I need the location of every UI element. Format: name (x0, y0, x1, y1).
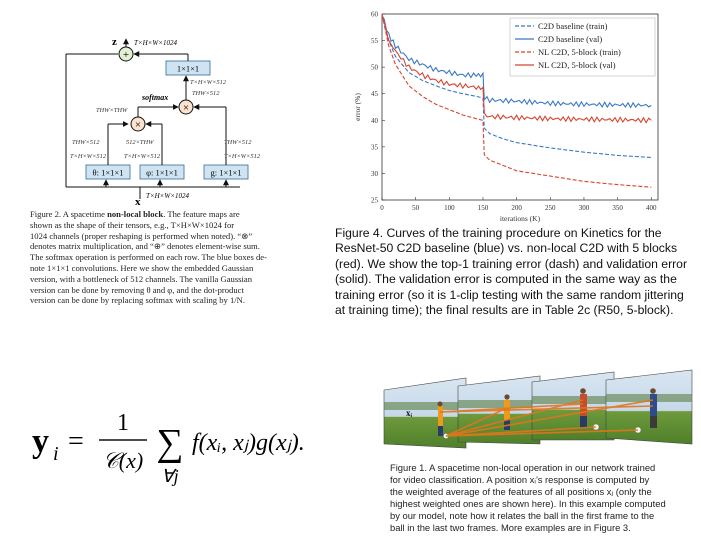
fig4-caption-line: Figure 4. Curves of the training procedu… (335, 226, 662, 240)
fig4-chart-panel: 0 50 100 150 200 250 300 350 400 25 30 35 40 45 50 55 60… (340, 6, 670, 224)
frame-xi-label: xᵢ (406, 408, 413, 418)
series-line (381, 15, 652, 109)
fig4-caption-line: ResNet-50 C2D baseline (blue) vs. non-lo… (335, 241, 678, 256)
fig1-caption-line: Figure 1. A spacetime non-local operatio… (390, 462, 656, 473)
legend-label: C2D baseline (val) (538, 34, 602, 44)
fig2-caption-line: version can be done by replacing softmax… (30, 295, 246, 306)
g-conv-label: g: 1×1×1 (210, 168, 241, 178)
fig2-panel: θ: 1×1×1 φ: 1×1×1 g: 1×1×1 × × 1×1×1 + z… (30, 34, 320, 208)
fig2-caption: Figure 2. A spacetime non-local block. T… (30, 209, 320, 306)
fig4-caption-line: (red). We show the top-1 training error … (335, 256, 688, 271)
video-frame-4 (605, 369, 693, 445)
nonlocal-block-diagram: θ: 1×1×1 φ: 1×1×1 g: 1×1×1 × × 1×1×1 + z… (65, 36, 261, 208)
x-tick-label: 300 (579, 204, 590, 212)
svg-text:×: × (183, 102, 189, 114)
bottom-shape-label: T×H×W×1024 (146, 192, 189, 200)
output-conv-label: 1×1×1 (177, 64, 199, 74)
svg-text:+: + (123, 49, 129, 61)
x-tick-label: 200 (511, 204, 522, 212)
attention-lines (439, 399, 654, 437)
x-tick-label: 0 (380, 204, 384, 212)
after-conv-shape-label: T×H×W×512 (190, 79, 227, 86)
x-tick-label: 250 (545, 204, 556, 212)
fig1-caption-line: highest weighted ones are shown here). I… (390, 498, 666, 509)
fig1-caption-line: ball in the last two frames. More exampl… (390, 522, 631, 533)
after-mul-shape-label: THW×512 (192, 90, 220, 97)
eq-frac-num: 1 (117, 410, 129, 436)
theta-conv-label: θ: 1×1×1 (93, 168, 124, 178)
series-line (381, 15, 652, 124)
y-tick-label: 60 (371, 11, 379, 19)
x-tick-label: 150 (478, 204, 489, 212)
series-line (381, 13, 652, 188)
plot-frame (381, 13, 659, 201)
top-shape-label: T×H×W×1024 (134, 39, 177, 47)
fig1-caption-line: the weighted average of the features of … (390, 486, 652, 497)
theta-shape-label: T×H×W×512 (70, 153, 107, 160)
video-frame-3 (531, 371, 615, 441)
theta-thw-shape-label: THW×512 (72, 139, 100, 146)
legend-label: NL C2D, 5-block (train) (538, 47, 621, 57)
g-thw-shape-label: THW×512 (224, 139, 252, 146)
phi-conv-label: φ: 1×1×1 (146, 168, 178, 178)
y-tick-label: 50 (371, 64, 379, 72)
fig1-caption-line: for video classification. A position xᵢ’… (390, 474, 650, 485)
fig2-caption-line: denotes matrix multiplication, and “⊕” d… (30, 241, 260, 252)
video-frame-1 (383, 377, 467, 449)
eq-lhs: y (32, 423, 49, 460)
x-tick-label: 350 (612, 204, 623, 212)
fig2-caption-line: note 1×1×1 convolutions. Here we show th… (30, 262, 254, 273)
eq-sum: ∑ (156, 422, 183, 464)
y-axis-label: error (%) (353, 93, 362, 121)
eq-frac-den: 𝒞(x) (103, 448, 143, 473)
fig4-caption-line: training error (so it is 1-clip testing … (335, 287, 684, 302)
fig1-frames: xᵢ (380, 360, 696, 460)
fig2-caption-line: shown as the shape of their tensors, e.g… (30, 219, 235, 230)
x-tick-label: 50 (412, 204, 420, 212)
legend-box (509, 17, 656, 77)
mid-shape-label: 512×THW (126, 139, 154, 146)
eq-lhs-sub: i (53, 443, 59, 465)
y-tick-label: 40 (371, 117, 379, 125)
legend-label: NL C2D, 5-block (val) (538, 60, 616, 70)
training-curves-chart: 0 50 100 150 200 250 300 350 400 25 30 35 40 45 50 55 60… (353, 11, 659, 223)
eq-body: f(xᵢ, xⱼ)g(xⱼ). (192, 430, 305, 456)
fig2-caption-line: 1024 channels (proper reshaping is perfo… (30, 230, 253, 241)
g-shape-label: T×H×W×512 (224, 153, 261, 160)
y-tick-label: 30 (371, 170, 379, 178)
nonlocal-equation: y i = 1 𝒞(x) ∑ ∀j f(xᵢ, xⱼ)g(xⱼ). (24, 400, 369, 490)
y-tick-label: 25 (371, 197, 379, 205)
x-tick-label: 100 (444, 204, 455, 212)
x-axis-label: iterations (K) (500, 214, 541, 223)
fig2-caption-line: The softmax operation is performed on ea… (30, 252, 267, 263)
thw-thw-shape-label: THW×THW (96, 107, 128, 114)
fig1-caption-line: by our model, note how it relates the ba… (390, 510, 655, 521)
series-line (381, 13, 652, 159)
y-tick-label: 35 (371, 143, 379, 151)
fig1-caption: Figure 1. A spacetime non-local operatio… (390, 462, 698, 534)
softmax-label: softmax (141, 93, 168, 102)
fig2-caption-line: version can be done by removing θ and φ,… (30, 284, 244, 295)
svg-text:×: × (135, 119, 141, 131)
x-tick-label: 400 (646, 204, 657, 212)
y-tick-label: 55 (371, 37, 379, 45)
eq-equals: = (68, 426, 84, 457)
fig2-caption-line: Figure 2. A spacetime non-local block. T… (30, 209, 240, 219)
fig4-caption: Figure 4. Curves of the training procedu… (335, 226, 697, 318)
phi-shape-label: T×H×W×512 (124, 153, 161, 160)
fig2-caption-line: version, with a bottleneck of 512 channe… (30, 273, 253, 284)
fig4-caption-line: at training time); the final results are… (335, 303, 674, 318)
eq-sum-sub: ∀j (161, 466, 178, 486)
z-label: z (112, 36, 117, 48)
fig1-frames-svg: xᵢ (383, 369, 693, 449)
legend-label: C2D baseline (train) (538, 21, 608, 31)
equation-svg: y i = 1 𝒞(x) ∑ ∀j f(xᵢ, xⱼ)g(xⱼ). (32, 410, 305, 486)
fig4-caption-line: (solid). The validation error is compute… (335, 272, 677, 287)
y-tick-label: 45 (371, 90, 379, 98)
x-label: x (135, 196, 141, 206)
